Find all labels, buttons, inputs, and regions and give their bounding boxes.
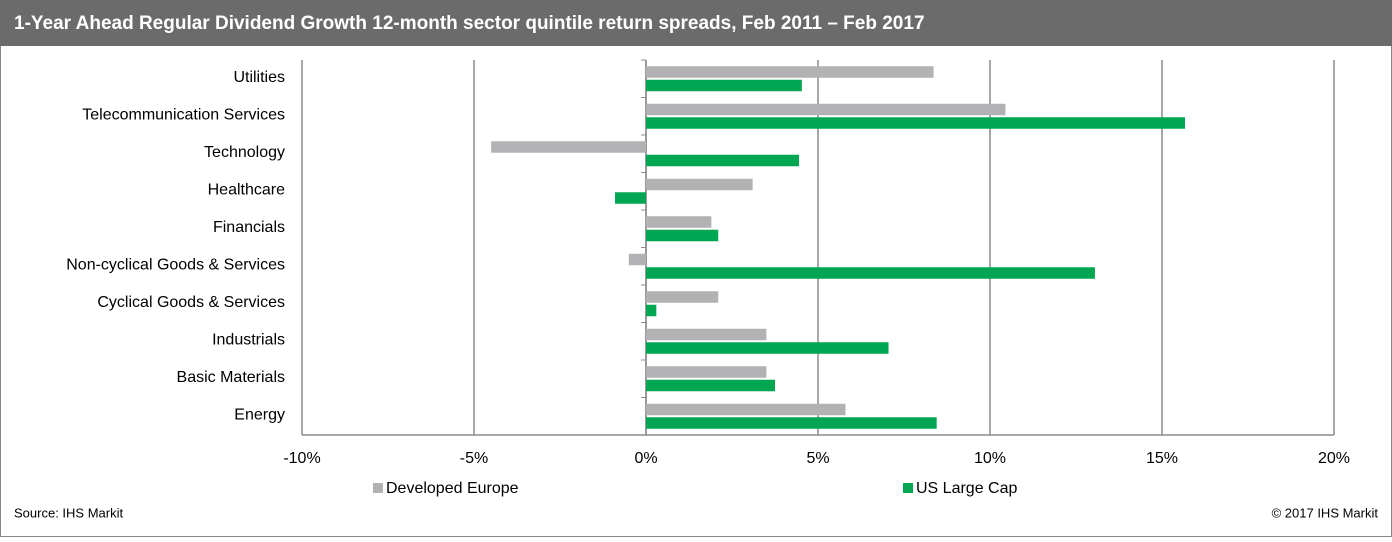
bar <box>646 291 719 303</box>
bar <box>646 117 1186 129</box>
legend-swatch <box>373 483 383 493</box>
y-tick-label: Technology <box>204 144 285 161</box>
bar <box>646 103 1006 116</box>
bar <box>646 216 712 228</box>
header-bar <box>0 0 1392 46</box>
y-tick-label: Industrials <box>212 331 285 348</box>
chart-title: 1-Year Ahead Regular Dividend Growth 12-… <box>14 13 925 34</box>
x-tick-label: 0% <box>634 450 657 467</box>
y-tick-label: Energy <box>234 406 285 423</box>
y-tick-label: Utilities <box>233 69 285 86</box>
y-tick-label: Cyclical Goods & Services <box>97 294 285 311</box>
bar <box>646 379 775 392</box>
copyright: © 2017 IHS Markit <box>1272 505 1379 520</box>
y-tick-label: Non-cyclical Goods & Services <box>66 256 285 273</box>
bar <box>646 178 753 191</box>
bar <box>646 417 937 429</box>
bar <box>646 304 657 317</box>
x-tick-label: 15% <box>1146 450 1178 467</box>
bar <box>615 192 646 204</box>
y-tick-label: Healthcare <box>208 181 285 198</box>
bar <box>646 342 889 354</box>
x-tick-label: 10% <box>974 450 1006 467</box>
bar <box>646 366 767 378</box>
legend-label: US Large Cap <box>916 480 1017 497</box>
source: Source: IHS Markit <box>14 505 123 520</box>
x-tick-label: -5% <box>460 450 488 467</box>
bar <box>646 154 800 167</box>
bar <box>491 141 646 153</box>
x-tick-label: 5% <box>806 450 829 467</box>
legend-swatch <box>903 483 913 493</box>
bar <box>646 79 802 92</box>
bar <box>646 267 1095 279</box>
bar <box>646 328 767 341</box>
y-tick-label: Telecommunication Services <box>82 106 285 123</box>
bar <box>628 253 646 266</box>
bar <box>646 66 934 78</box>
x-tick-label: -10% <box>283 450 320 467</box>
y-tick-label: Basic Materials <box>177 369 285 386</box>
x-tick-label: 20% <box>1318 450 1350 467</box>
legend-label: Developed Europe <box>386 480 519 497</box>
bar <box>646 229 719 242</box>
y-tick-label: Financials <box>213 219 285 236</box>
bar <box>646 403 846 416</box>
